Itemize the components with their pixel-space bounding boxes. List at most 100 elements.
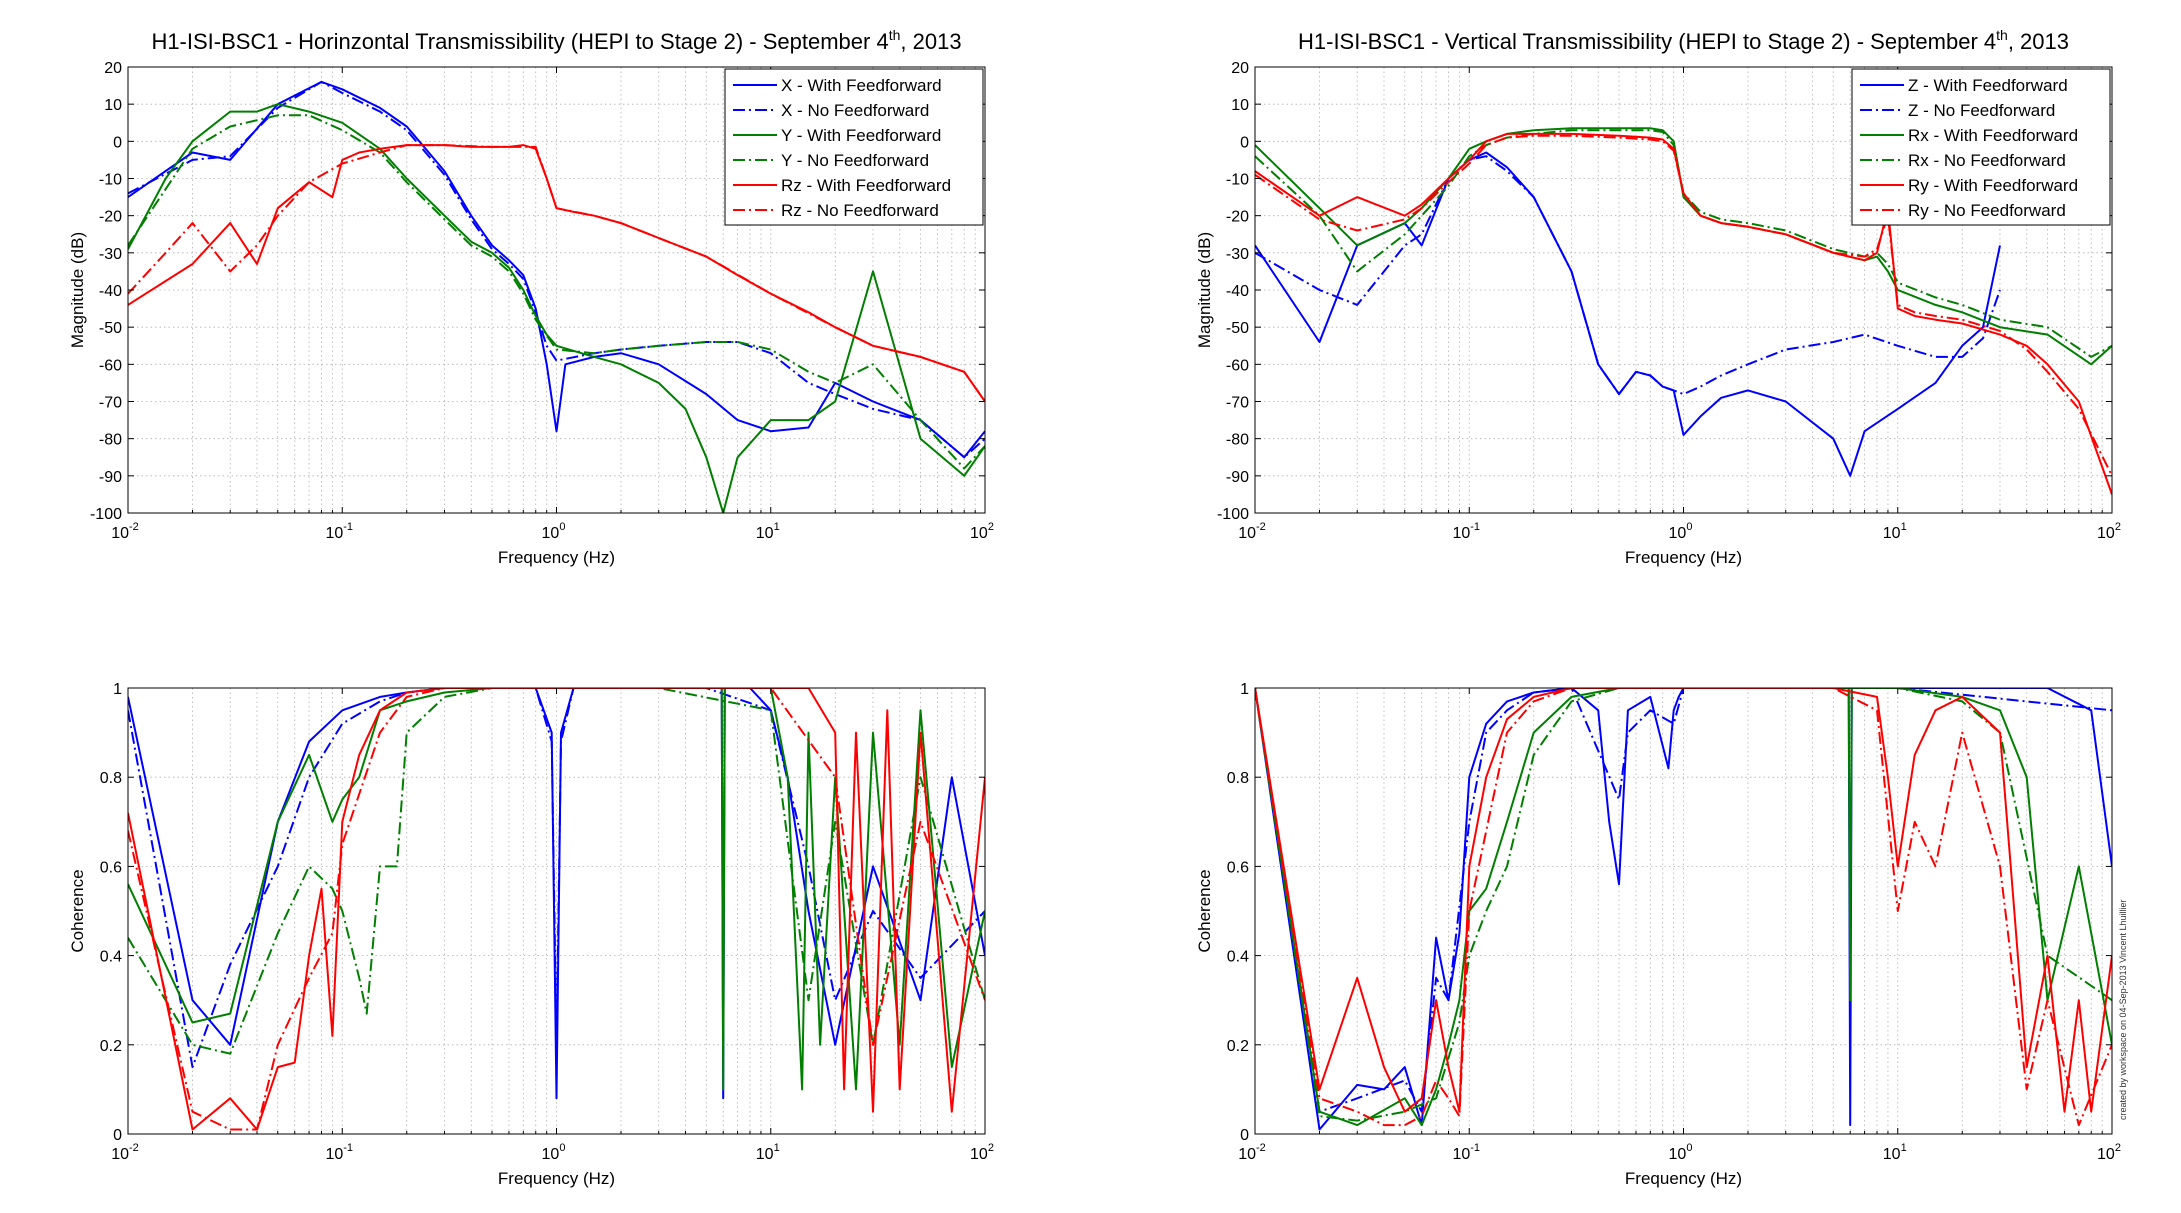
x-tick-label: 10-1 (325, 521, 353, 542)
x-tick-label: 10-1 (1452, 1142, 1480, 1163)
y-tick-label: 0.4 (1227, 949, 1249, 966)
legend-label: Rx - No Feedforward (1908, 151, 2066, 170)
y-tick-label: 0.2 (1227, 1038, 1249, 1055)
grid-lines (128, 67, 985, 513)
x-tick-label: 100 (542, 521, 566, 542)
y-tick-label: 0.4 (100, 949, 122, 966)
chart-title: H1-ISI-BSC1 - Vertical Transmissibility … (1298, 27, 2069, 54)
legend-label: Y - With Feedforward (781, 126, 941, 145)
x-tick-label: 101 (1883, 1142, 1907, 1163)
x-tick-label: 101 (756, 521, 780, 542)
x-tick-label: 10-2 (111, 1142, 139, 1163)
legend-box (724, 68, 984, 226)
x-tick-label: 102 (970, 521, 994, 542)
footnote-text: created by workspace on 04-Sep-2013 Vinc… (2118, 899, 2128, 1120)
legend-label: Z - No Feedforward (1908, 101, 2055, 120)
y-tick-label: -80 (99, 432, 122, 449)
x-tick-label: 102 (970, 1142, 994, 1163)
y-tick-label: 0 (113, 1127, 122, 1144)
legend: X - With Feedforward X - No Feedforward Y … (724, 68, 984, 226)
legend-box (1851, 68, 2111, 226)
series-line (128, 114, 985, 470)
y-tick-label: 0.8 (100, 770, 122, 787)
x-tick-label: 10-1 (325, 1142, 353, 1163)
series-line (1255, 688, 2112, 1127)
series-line (1255, 134, 2112, 477)
y-tick-label: 1 (113, 681, 122, 698)
grid-lines (1255, 67, 2112, 513)
y-tick-label: -100 (1217, 506, 1249, 523)
y-tick-label: -80 (1226, 432, 1249, 449)
series-group (1255, 688, 2112, 1131)
y-axis-label: Magnitude (dB) (68, 232, 87, 348)
y-tick-label: -90 (1226, 469, 1249, 486)
x-tick-label: 100 (1669, 1142, 1693, 1163)
y-tick-label: 0 (1240, 134, 1249, 151)
y-tick-label: -10 (99, 172, 122, 189)
series-group (128, 688, 985, 1131)
series-group (128, 80, 985, 513)
x-axis-label: Frequency (Hz) (498, 548, 615, 567)
legend-label: Rz - No Feedforward (781, 201, 939, 220)
y-tick-label: -20 (1226, 209, 1249, 226)
plot-area (1255, 688, 2112, 1134)
x-axis-label: Frequency (Hz) (1625, 1169, 1742, 1188)
y-tick-label: 20 (104, 60, 122, 77)
y-axis-label: Coherence (68, 869, 87, 952)
x-tick-label: 101 (1883, 521, 1907, 542)
y-tick-label: -30 (1226, 246, 1249, 263)
series-line (128, 688, 985, 1131)
horiz-mag-panel: 10-2 10-1 100 101 10220100-10-20-30-40-50-60… (68, 27, 994, 567)
x-tick-label: 10-2 (1238, 521, 1266, 542)
series-line (128, 80, 985, 459)
y-axis-label: Magnitude (dB) (1195, 232, 1214, 348)
y-tick-label: 0.2 (100, 1038, 122, 1055)
y-tick-label: -20 (99, 209, 122, 226)
y-tick-label: 10 (104, 97, 122, 114)
y-tick-label: -70 (1226, 395, 1249, 412)
x-axis-label: Frequency (Hz) (498, 1169, 615, 1188)
legend-label: Ry - With Feedforward (1908, 176, 2078, 195)
legend-label: X - No Feedforward (781, 101, 929, 120)
x-tick-label: 101 (756, 1142, 780, 1163)
y-tick-label: 1 (1240, 681, 1249, 698)
x-tick-label: 102 (2097, 521, 2121, 542)
legend-label: Ry - No Feedforward (1908, 201, 2066, 220)
y-tick-label: 0.6 (100, 859, 122, 876)
y-tick-label: -40 (1226, 283, 1249, 300)
y-tick-label: -60 (1226, 357, 1249, 374)
horiz-coh-panel: 10-2 10-1 100 101 102 1 0.8 0.6 0.4 0.2 0 Frequency… (68, 681, 994, 1188)
series-line (128, 688, 985, 1069)
x-tick-label: 100 (542, 1142, 566, 1163)
x-tick-label: 102 (2097, 1142, 2121, 1163)
y-axis-label: Coherence (1195, 869, 1214, 952)
legend: Z - With Feedforward Z - No Feedforward Rx… (1851, 68, 2111, 226)
series-line (1255, 132, 2112, 495)
vert-coh-panel: 10-2 10-1 100 101 102 1 0.8 0.6 0.4 0.2 0 Frequency… (1195, 681, 2121, 1188)
series-line (1255, 688, 2112, 1113)
y-tick-label: 0 (113, 134, 122, 151)
y-tick-label: 20 (1231, 60, 1249, 77)
chart-title: H1-ISI-BSC1 - Horinzontal Transmissibili… (151, 27, 961, 54)
y-tick-label: -70 (99, 395, 122, 412)
y-tick-label: -100 (90, 506, 122, 523)
y-tick-label: 10 (1231, 97, 1249, 114)
x-tick-label: 10-2 (111, 521, 139, 542)
y-tick-label: 0 (1240, 1127, 1249, 1144)
legend-label: Y - No Feedforward (781, 151, 929, 170)
x-tick-label: 100 (1669, 521, 1693, 542)
series-line (1255, 688, 2112, 1113)
legend-label: Z - With Feedforward (1908, 76, 2068, 95)
y-tick-label: -40 (99, 283, 122, 300)
series-line (1255, 688, 2112, 1127)
y-tick-label: 0.8 (1227, 770, 1249, 787)
grid-lines (1255, 688, 2112, 1134)
legend-label: Rx - With Feedforward (1908, 126, 2078, 145)
y-tick-label: -10 (1226, 172, 1249, 189)
legend-label: X - With Feedforward (781, 76, 942, 95)
series-line (128, 688, 985, 1131)
series-line (1255, 688, 2112, 1122)
series-line (128, 144, 985, 403)
x-tick-label: 10-1 (1452, 521, 1480, 542)
